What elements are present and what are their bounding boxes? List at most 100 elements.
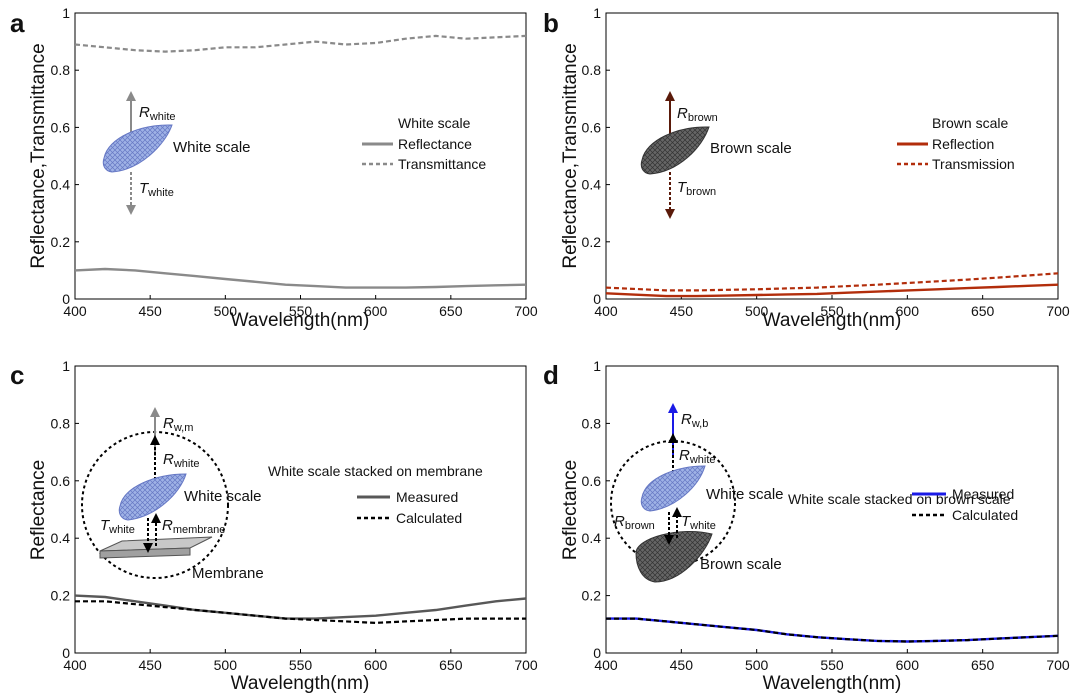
y-tick-label: 0.6 xyxy=(582,473,602,489)
y-tick-label: 0 xyxy=(62,291,70,307)
y-tick-label: 0.4 xyxy=(582,177,602,193)
legend-title: White scale stacked on brown scale xyxy=(788,491,1011,507)
x-tick-label: 450 xyxy=(138,657,162,673)
y-tick-label: 0.2 xyxy=(582,234,602,250)
x-tick-label: 400 xyxy=(594,657,618,673)
series-line-calculated xyxy=(606,617,1059,643)
r-wm-annotation: Rw,m xyxy=(163,415,193,434)
scale-label: White scale xyxy=(706,486,784,503)
legend-title: White scale stacked on membrane xyxy=(268,463,483,479)
x-tick-label: 500 xyxy=(214,657,238,673)
legend-title: White scale xyxy=(398,115,471,131)
panel-letter-d: d xyxy=(543,360,559,390)
y-tick-label: 0.2 xyxy=(51,234,71,250)
y-tick-label: 0.6 xyxy=(582,119,602,135)
y-axis-label: Reflectance xyxy=(560,460,581,560)
y-tick-label: 0.2 xyxy=(582,588,602,604)
x-tick-label: 500 xyxy=(214,303,238,319)
membrane-icon xyxy=(99,547,191,559)
y-tick-label: 0.8 xyxy=(582,62,602,78)
r-brown-annotation: Rbrown xyxy=(677,105,718,124)
x-tick-label: 600 xyxy=(896,657,920,673)
x-axis-label: Wavelength(nm) xyxy=(763,673,902,694)
scale-label: White scale xyxy=(173,139,251,156)
panel-b: b 400 450 500 550 600 650 700 0 0.2 0.4 0.6 0.8 1 Wa… xyxy=(543,5,1070,331)
y-tick-label: 1 xyxy=(593,5,601,21)
x-tick-label: 650 xyxy=(439,657,463,673)
membrane-label: Membrane xyxy=(192,565,264,582)
r-white-annotation: Rwhite xyxy=(679,447,716,466)
x-tick-label: 400 xyxy=(63,303,87,319)
x-tick-label: 500 xyxy=(745,657,769,673)
legend-label-reflection: Reflection xyxy=(932,136,994,152)
y-tick-label: 0 xyxy=(62,645,70,661)
y-tick-label: 0.8 xyxy=(51,415,71,431)
scale-label: White scale xyxy=(184,488,262,505)
x-tick-label: 700 xyxy=(1046,657,1070,673)
series-line-reflection xyxy=(605,283,1059,298)
panel-letter-b: b xyxy=(543,8,559,38)
y-tick-label: 0.4 xyxy=(582,530,602,546)
brown-scale-icon xyxy=(635,530,713,583)
x-tick-label: 450 xyxy=(138,303,162,319)
y-tick-label: 0.8 xyxy=(51,62,71,78)
x-tick-label: 400 xyxy=(594,303,618,319)
series-line-transmission xyxy=(605,272,1059,292)
x-axis-label: Wavelength(nm) xyxy=(763,310,902,331)
t-brown-annotation: Tbrown xyxy=(677,179,716,198)
x-tick-label: 650 xyxy=(439,303,463,319)
r-wb-annotation: Rw,b xyxy=(681,411,708,430)
legend-label-measured: Measured xyxy=(952,486,1014,502)
white-scale-icon xyxy=(640,465,706,512)
series-line-measured xyxy=(74,594,527,620)
y-tick-label: 0.6 xyxy=(51,119,71,135)
legend-label-transmission: Transmission xyxy=(932,156,1015,172)
white-scale-icon xyxy=(102,124,173,173)
y-tick-label: 0.8 xyxy=(582,415,602,431)
y-axis-label: Reflectance,Transmittance xyxy=(560,43,581,268)
panel-c: c 400 450 500 550 600 650 700 0 0.2 0.4 0.6 0.8 1 Wa… xyxy=(10,358,538,694)
x-tick-label: 700 xyxy=(514,657,538,673)
t-white-annotation: Twhite xyxy=(681,513,716,532)
legend-label-reflectance: Reflectance xyxy=(398,136,472,152)
brown-scale-label: Brown scale xyxy=(700,556,782,573)
panel-d: d 400 450 500 550 600 650 700 0 0.2 0.4 0.6 0.8 1 Wa… xyxy=(543,358,1070,694)
legend-label-measured: Measured xyxy=(396,489,458,505)
x-tick-label: 500 xyxy=(745,303,769,319)
x-tick-label: 550 xyxy=(289,303,313,319)
x-tick-label: 650 xyxy=(971,657,995,673)
r-membrane-annotation: Rmembrane xyxy=(162,517,225,536)
y-tick-label: 0.4 xyxy=(51,177,71,193)
white-scale-icon xyxy=(118,473,187,521)
x-tick-label: 450 xyxy=(670,657,694,673)
scale-label: Brown scale xyxy=(710,140,792,157)
r-white-annotation: Rwhite xyxy=(163,451,200,470)
x-tick-label: 550 xyxy=(289,657,313,673)
series-line-reflectance xyxy=(74,267,527,289)
y-axis-label: Reflectance,Transmittance xyxy=(28,43,49,268)
legend-label-transmittance: Transmittance xyxy=(398,156,486,172)
x-tick-label: 550 xyxy=(820,657,844,673)
x-axis-label: Wavelength(nm) xyxy=(231,673,370,694)
y-tick-label: 0.2 xyxy=(51,588,71,604)
series-line-calculated xyxy=(75,600,526,625)
x-tick-label: 650 xyxy=(971,303,995,319)
x-tick-label: 600 xyxy=(364,303,388,319)
t-white-annotation: Twhite xyxy=(100,517,135,536)
x-axis-label: Wavelength(nm) xyxy=(231,310,370,331)
r-white-annotation: Rwhite xyxy=(139,104,176,123)
legend-label-calculated: Calculated xyxy=(952,507,1018,523)
y-tick-label: 0 xyxy=(593,645,601,661)
brown-scale-icon xyxy=(640,126,710,175)
panel-letter-c: c xyxy=(10,360,24,390)
x-tick-label: 600 xyxy=(364,657,388,673)
x-tick-label: 450 xyxy=(670,303,694,319)
r-brown-annotation: Rbrown xyxy=(614,513,655,532)
panel-letter-a: a xyxy=(10,8,25,38)
series-line-transmittance xyxy=(74,34,527,53)
legend-label-calculated: Calculated xyxy=(396,510,462,526)
y-tick-label: 1 xyxy=(62,358,70,374)
y-tick-label: 1 xyxy=(593,358,601,374)
x-tick-label: 550 xyxy=(820,303,844,319)
